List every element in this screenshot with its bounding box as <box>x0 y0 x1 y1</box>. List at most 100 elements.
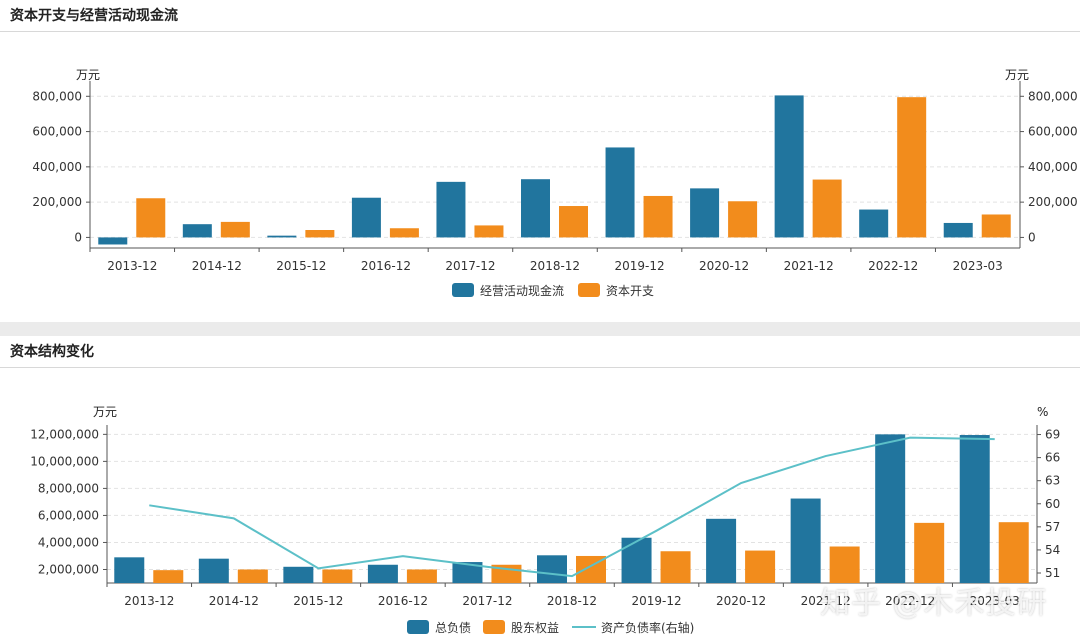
bar-shareholder-equity <box>153 570 184 583</box>
right-axis-tick-label: 57 <box>1045 520 1060 534</box>
bar-capex <box>136 198 166 238</box>
legend-label-capex: 资本开支 <box>606 284 654 298</box>
left-axis-tick-label: 8,000,000 <box>38 481 99 495</box>
x-axis-tick-label: 2017-12 <box>445 259 495 273</box>
left-axis-tick-label: 600,000 <box>32 125 82 139</box>
bar-total-liabilities <box>198 558 229 583</box>
x-axis-tick-label: 2015-12 <box>276 259 326 273</box>
bar-capex <box>474 225 504 238</box>
x-axis-tick-label: 2023-03 <box>970 594 1020 608</box>
left-axis-unit: 万元 <box>76 68 100 82</box>
right-axis-tick-label: 69 <box>1045 428 1060 442</box>
x-axis-tick-label: 2022-12 <box>868 259 918 273</box>
x-axis-tick-label: 2020-12 <box>699 259 749 273</box>
watermark: 知乎 @木禾投研 <box>820 586 1048 621</box>
bar-capex <box>305 230 335 238</box>
bar-shareholder-equity <box>745 550 776 583</box>
x-axis-tick-label: 2019-12 <box>614 259 664 273</box>
legend-swatch-total-liabilities <box>407 620 429 634</box>
legend-label-debt-ratio: 资产负债率(右轴) <box>601 620 694 635</box>
bar-total-liabilities <box>706 518 737 583</box>
bar-operating-cashflow <box>98 237 128 245</box>
line-debt-ratio <box>149 436 995 578</box>
x-axis-tick-label: 2018-12 <box>547 594 597 608</box>
bar-operating-cashflow <box>521 179 550 238</box>
x-axis-tick-label: 2022-12 <box>885 594 935 608</box>
bar-operating-cashflow <box>436 181 466 238</box>
bar-operating-cashflow <box>182 224 212 238</box>
bar-capex <box>981 214 1011 238</box>
left-axis-tick-label: 200,000 <box>32 195 82 209</box>
right-axis-unit: % <box>1037 405 1048 419</box>
bar-operating-cashflow <box>351 197 381 238</box>
bar-shareholder-equity <box>914 522 945 583</box>
bar-shareholder-equity <box>322 569 353 583</box>
bar-capex <box>728 201 758 238</box>
bar-total-liabilities <box>114 557 145 583</box>
bar-capex <box>812 179 842 238</box>
left-axis-tick-label: 800,000 <box>32 89 82 103</box>
left-axis-tick-label: 0 <box>74 230 82 244</box>
bar-shareholder-equity <box>829 546 860 583</box>
legend-label-shareholder-equity: 股东权益 <box>511 621 559 635</box>
bar-operating-cashflow <box>774 95 804 238</box>
bar-capex <box>220 221 250 238</box>
bar-total-liabilities <box>283 566 314 583</box>
bar-operating-cashflow <box>605 147 635 238</box>
legend-label-total-liabilities: 总负债 <box>435 621 471 635</box>
chart-title-capex-cashflow: 资本开支与经营活动现金流 <box>0 0 1080 32</box>
bar-total-liabilities <box>537 555 567 583</box>
left-axis-tick-label: 12,000,000 <box>30 427 99 441</box>
legend-swatch-shareholder-equity <box>483 620 505 634</box>
x-axis-tick-label: 2020-12 <box>716 594 766 608</box>
bar-capex <box>897 97 927 238</box>
x-axis-tick-label: 2013-12 <box>124 594 174 608</box>
bar-operating-cashflow <box>943 222 973 238</box>
right-axis-tick-label: 400,000 <box>1028 160 1078 174</box>
x-axis-tick-label: 2014-12 <box>192 259 242 273</box>
x-axis-tick-label: 2014-12 <box>209 594 259 608</box>
legend-swatch-capex <box>578 283 600 297</box>
bar-shareholder-equity <box>660 551 691 583</box>
bar-shareholder-equity <box>237 569 268 583</box>
x-axis-tick-label: 2015-12 <box>293 594 343 608</box>
right-axis-tick-label: 63 <box>1045 474 1060 488</box>
right-axis-tick-label: 54 <box>1045 543 1060 557</box>
bar-capex <box>389 228 419 238</box>
x-axis-tick-label: 2021-12 <box>784 259 834 273</box>
left-axis-tick-label: 4,000,000 <box>38 535 99 549</box>
bar-shareholder-equity <box>406 569 437 583</box>
left-axis-tick-label: 400,000 <box>32 160 82 174</box>
chart-title-capital-structure: 资本结构变化 <box>0 336 1080 368</box>
right-axis-tick-label: 51 <box>1045 566 1060 580</box>
capital-structure-chart: 万元 % 2,000,000 4,000,000 6,000,000 8,000,000 1… <box>30 405 1060 635</box>
bar-operating-cashflow <box>690 188 720 238</box>
bar-total-liabilities <box>452 562 483 583</box>
bar-capex <box>643 195 673 238</box>
capex-cashflow-chart: 万元 万元 0 0 200,000 200,000 400,000 400,000 600,00… <box>32 68 1078 298</box>
x-axis-tick-label: 2021-12 <box>801 594 851 608</box>
right-axis-tick-label: 200,000 <box>1028 195 1078 209</box>
x-axis-tick-label: 2019-12 <box>631 594 681 608</box>
right-axis-tick-label: 66 <box>1045 451 1060 465</box>
bar-shareholder-equity <box>998 522 1029 583</box>
x-axis-tick-label: 2023-03 <box>953 259 1003 273</box>
right-axis-tick-label: 600,000 <box>1028 125 1078 139</box>
right-axis-tick-label: 60 <box>1045 497 1060 511</box>
legend-swatch-operating-cashflow <box>452 283 474 297</box>
bar-operating-cashflow <box>267 235 297 238</box>
bar-total-liabilities <box>367 564 398 583</box>
x-axis-tick-label: 2013-12 <box>107 259 157 273</box>
x-axis-tick-label: 2016-12 <box>378 594 428 608</box>
panel-separator <box>0 322 1080 336</box>
left-axis-tick-label: 10,000,000 <box>30 454 99 468</box>
x-axis-tick-label: 2017-12 <box>462 594 512 608</box>
bar-total-liabilities <box>959 435 990 583</box>
bar-total-liabilities <box>621 537 652 583</box>
left-axis-tick-label: 6,000,000 <box>38 508 99 522</box>
x-axis-tick-label: 2016-12 <box>361 259 411 273</box>
bar-total-liabilities <box>875 434 906 583</box>
bar-capex <box>559 206 588 238</box>
right-axis-tick-label: 800,000 <box>1028 89 1078 103</box>
x-axis-tick-label: 2018-12 <box>530 259 580 273</box>
